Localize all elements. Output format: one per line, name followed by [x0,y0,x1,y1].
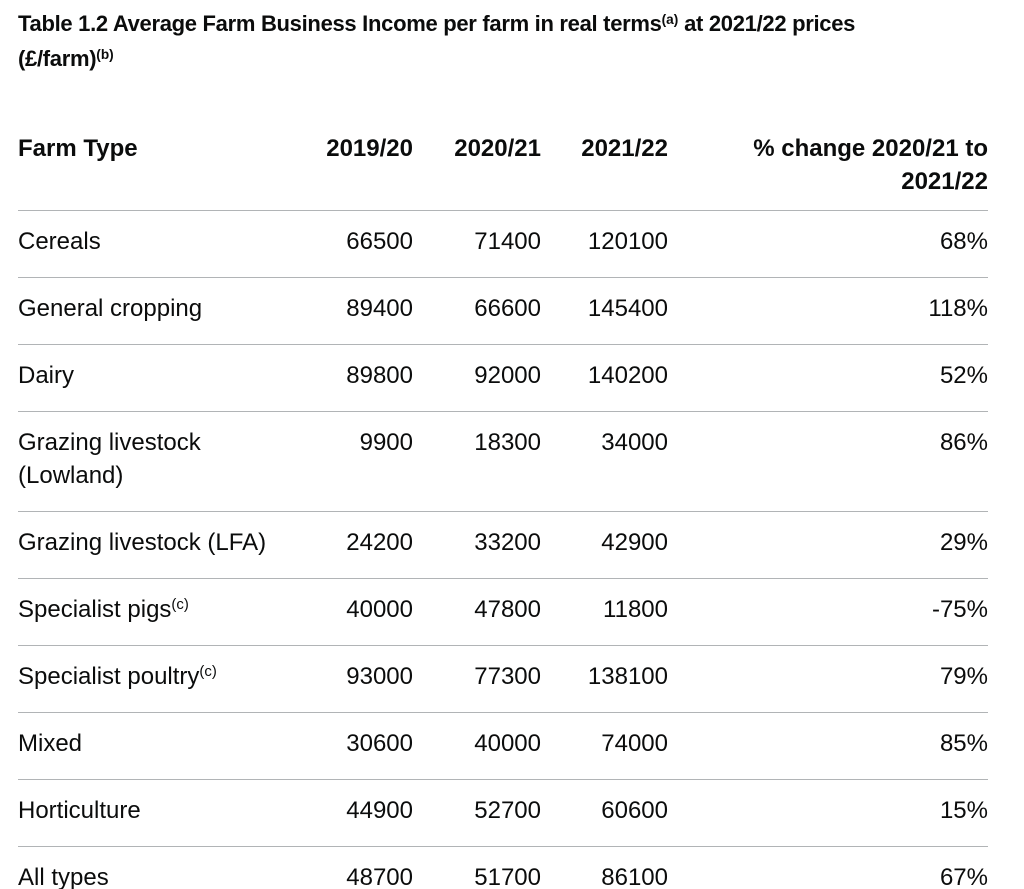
title-text-2: at 2021/22 prices [678,11,856,36]
value-2020-21: 92000 [413,344,541,412]
farm-type-cell: Specialist pigs(c) [18,578,298,646]
value-2020-21: 71400 [413,210,541,278]
table-row: Grazing livestock (LFA) 24200 33200 4290… [18,511,988,579]
footnote-marker-a: (a) [661,11,679,27]
farm-type-label: All types [18,864,109,889]
table-title: Table 1.2 Average Farm Business Income p… [18,8,988,78]
value-2020-21: 40000 [413,712,541,780]
value-2021-22: 42900 [541,511,668,579]
value-2020-21: 77300 [413,645,541,713]
header-year-2021-22: 2021/22 [541,132,668,211]
farm-type-cell: Mixed [18,712,298,780]
farm-type-label: Grazing livestock (Lowland) [18,429,201,489]
percent-change-value: 52% [668,344,988,412]
value-2021-22: 145400 [541,277,668,345]
footnote-marker: (c) [171,596,189,613]
value-2020-21: 51700 [413,846,541,889]
value-2021-22: 138100 [541,645,668,713]
value-2021-22: 34000 [541,411,668,512]
value-2021-22: 74000 [541,712,668,780]
value-2020-21: 52700 [413,779,541,847]
percent-change-value: 15% [668,779,988,847]
farm-type-cell: Grazing livestock (LFA) [18,511,298,579]
value-2019-20: 48700 [298,846,413,889]
farm-type-label: Dairy [18,362,75,389]
value-2019-20: 9900 [298,411,413,512]
title-text-1: Table 1.2 Average Farm Business Income p… [18,11,662,36]
table-row: Cereals 66500 71400 120100 68% [18,210,988,278]
table-row: Grazing livestock (Lowland) 9900 18300 3… [18,411,988,512]
farm-type-cell: Cereals [18,210,298,278]
value-2021-22: 60600 [541,779,668,847]
footnote-marker: (c) [199,663,217,680]
title-text-3: (£/farm) [18,46,97,71]
header-farm-type: Farm Type [18,132,298,211]
farm-type-label: Cereals [18,228,101,255]
table-row: Specialist pigs(c) 40000 47800 11800 -75… [18,578,988,646]
value-2021-22: 86100 [541,846,668,889]
percent-change-value: 29% [668,511,988,579]
header-percent-change-line1: % change 2020/21 to [753,135,988,162]
farm-type-label: Specialist pigs [18,596,172,623]
value-2019-20: 89400 [298,277,413,345]
table-row: Dairy 89800 92000 140200 52% [18,344,988,412]
percent-change-value: 118% [668,277,988,345]
table-header-row: Farm Type 2019/20 2020/21 2021/22 % chan… [18,132,988,211]
table-row: Horticulture 44900 52700 60600 15% [18,779,988,847]
value-2020-21: 18300 [413,411,541,512]
value-2019-20: 40000 [298,578,413,646]
farm-income-table: Farm Type 2019/20 2020/21 2021/22 % chan… [18,132,988,889]
farm-type-cell: All types [18,846,298,889]
farm-type-label: Specialist poultry [18,663,200,690]
value-2019-20: 24200 [298,511,413,579]
value-2019-20: 66500 [298,210,413,278]
value-2019-20: 44900 [298,779,413,847]
header-percent-change-line2: 2021/22 [901,168,988,195]
percent-change-value: -75% [668,578,988,646]
farm-type-cell: Horticulture [18,779,298,847]
farm-type-label: General cropping [18,295,203,322]
farm-type-label: Mixed [18,730,83,757]
value-2020-21: 33200 [413,511,541,579]
farm-type-label: Grazing livestock (LFA) [18,529,267,556]
header-year-2019-20: 2019/20 [298,132,413,211]
value-2019-20: 93000 [298,645,413,713]
percent-change-value: 67% [668,846,988,889]
header-percent-change: % change 2020/21 to 2021/22 [668,132,988,211]
table-row: Specialist poultry(c) 93000 77300 138100… [18,645,988,713]
farm-type-cell: General cropping [18,277,298,345]
farm-type-cell: Dairy [18,344,298,412]
percent-change-value: 79% [668,645,988,713]
value-2020-21: 47800 [413,578,541,646]
table-row: All types 48700 51700 86100 67% [18,846,988,889]
farm-type-cell: Specialist poultry(c) [18,645,298,713]
value-2021-22: 11800 [541,578,668,646]
value-2021-22: 140200 [541,344,668,412]
footnote-marker-b: (b) [96,46,114,62]
value-2020-21: 66600 [413,277,541,345]
farm-type-cell: Grazing livestock (Lowland) [18,411,298,512]
percent-change-value: 68% [668,210,988,278]
header-year-2020-21: 2020/21 [413,132,541,211]
percent-change-value: 86% [668,411,988,512]
table-row: Mixed 30600 40000 74000 85% [18,712,988,780]
percent-change-value: 85% [668,712,988,780]
value-2019-20: 89800 [298,344,413,412]
table-row: General cropping 89400 66600 145400 118% [18,277,988,345]
value-2021-22: 120100 [541,210,668,278]
farm-type-label: Horticulture [18,797,141,824]
value-2019-20: 30600 [298,712,413,780]
